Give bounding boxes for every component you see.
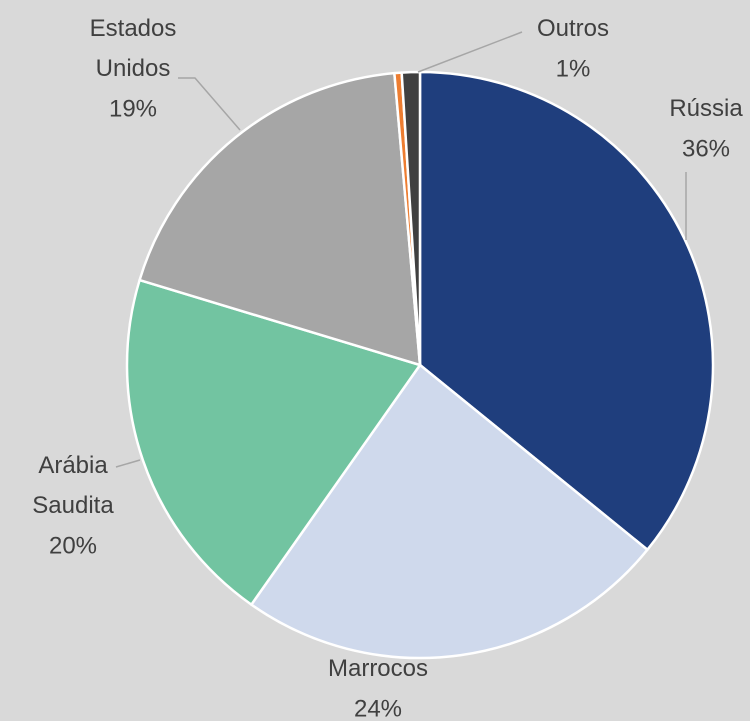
value-label: 1% (556, 55, 591, 82)
value-label: 20% (49, 532, 97, 559)
value-label: 19% (109, 95, 157, 122)
labels: Rússia 36% Marrocos 24% Arábia Saudita 20% Esta… (32, 15, 743, 721)
leader-line (178, 77, 241, 131)
leader-line (115, 459, 141, 468)
pie-slice (250, 363, 649, 660)
pie-slice (125, 278, 422, 606)
category-label: Marrocos (328, 655, 428, 682)
pie (125, 70, 715, 660)
leader-line (417, 31, 523, 73)
category-label: Estados Unidos (90, 15, 177, 82)
category-label: Rússia (669, 95, 743, 122)
category-label: Arábia Saudita (32, 452, 114, 519)
pie-slice (418, 70, 715, 551)
value-label: 36% (682, 135, 730, 162)
value-label: 24% (354, 695, 402, 721)
pie-slice (138, 71, 422, 367)
category-label: Outros (537, 15, 609, 42)
